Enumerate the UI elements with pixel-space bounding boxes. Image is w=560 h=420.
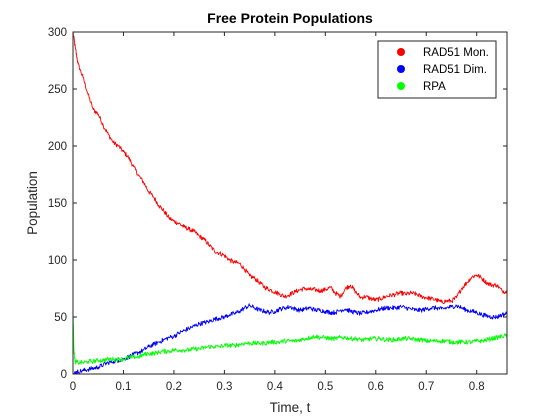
x-tick-label: 0.4	[267, 381, 284, 393]
y-tick-label: 100	[48, 255, 67, 267]
series-layer	[72, 31, 508, 375]
legend-marker	[397, 48, 405, 56]
y-tick-label: 150	[48, 198, 67, 210]
x-tick-label: 0.2	[166, 381, 182, 393]
y-tick-label: 0	[61, 369, 67, 381]
chart-title: Free Protein Populations	[207, 10, 373, 26]
x-tick-label: 0.7	[418, 381, 434, 393]
x-tick-label: 0.5	[317, 381, 333, 393]
x-tick-label: 0.6	[368, 381, 384, 393]
legend-marker	[397, 65, 405, 73]
x-axis-label: Time, t	[270, 400, 311, 415]
y-tick-label: 250	[48, 84, 67, 96]
series-line-3	[72, 311, 508, 365]
y-tick-label: 300	[48, 27, 67, 39]
legend-label: RPA	[423, 81, 446, 93]
y-tick-label: 200	[48, 141, 67, 153]
legend-label: RAD51 Mon.	[423, 47, 489, 59]
series-line-2	[72, 303, 508, 375]
x-tick-label: 0	[70, 381, 76, 393]
legend-label: RAD51 Dim.	[423, 64, 487, 76]
tick-layer: 0 0.1 0.2 0.3 0.4 0.5 0.6 0.7 0.8 0 50 100 150 200 250…	[48, 27, 507, 393]
y-tick-label: 50	[54, 312, 67, 324]
legend: RAD51 Mon. RAD51 Dim. RPA	[377, 40, 497, 99]
x-tick-label: 0.8	[469, 381, 485, 393]
x-tick-label: 0.3	[216, 381, 232, 393]
y-axis-label: Population	[25, 171, 40, 235]
series-line-1	[72, 31, 508, 305]
legend-marker	[397, 82, 405, 90]
x-tick-label: 0.1	[115, 381, 131, 393]
